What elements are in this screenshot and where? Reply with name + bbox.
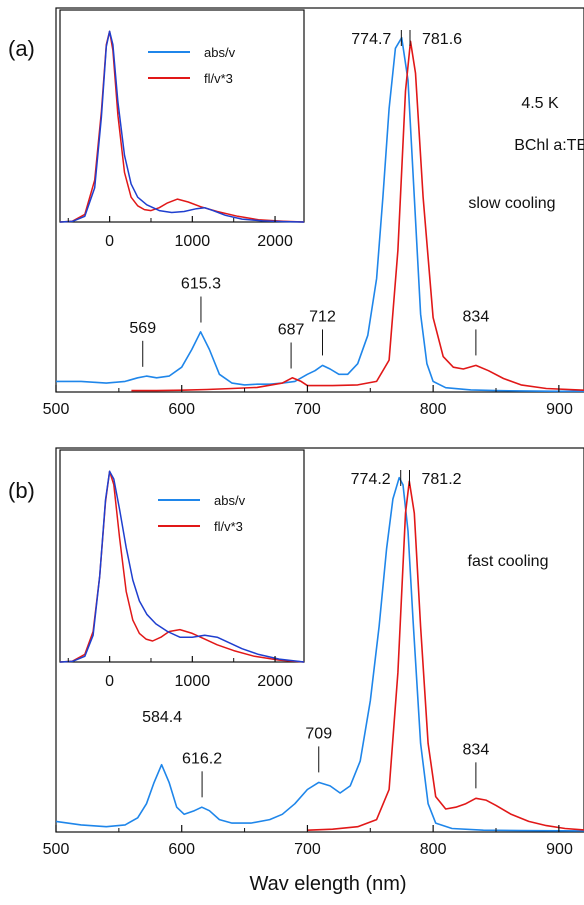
inset-line-abs <box>59 30 305 223</box>
legend: abs/v fl/v*3 <box>148 45 236 86</box>
series-line-fl <box>307 480 584 831</box>
peak-label: 781.6 <box>422 31 462 48</box>
x-axis-title: Wav elength (nm) <box>249 873 406 895</box>
annotation-sample: BChl a:TEA <box>514 137 584 154</box>
peak-label: 687 <box>278 321 305 338</box>
x-tick-label: 700 <box>294 401 321 418</box>
peak-label: 615.3 <box>181 276 221 293</box>
x-tick-label: 900 <box>546 401 573 418</box>
plot-frame <box>55 7 584 393</box>
legend-label: abs/v <box>214 493 246 508</box>
legend-label: fl/v*3 <box>204 71 233 86</box>
x-tick-label: 600 <box>168 841 195 858</box>
peak-label: 774.7 <box>351 31 391 48</box>
inset-x-tick-label: 2000 <box>257 673 293 690</box>
panel-b: 500 600 700 800 900 584.4 616.2 709 834 774.2 781.… <box>8 447 584 858</box>
x-tick-label: 500 <box>43 841 70 858</box>
x-tick-label: 800 <box>420 401 447 418</box>
peak-label: 709 <box>305 725 332 742</box>
peak-label: 834 <box>463 308 490 325</box>
inset-x-tick-label: 1000 <box>175 673 211 690</box>
x-tick-label: 500 <box>43 401 70 418</box>
x-tick-label: 800 <box>420 841 447 858</box>
inset-line-abs <box>59 470 305 663</box>
series-line-abs <box>55 476 584 832</box>
annotation-condition: fast cooling <box>468 553 549 570</box>
plot-frame <box>55 447 584 833</box>
panel-label: (a) <box>8 36 35 61</box>
inset-plot: 0 1000 2000 abs/v fl/v*3 <box>59 9 305 250</box>
annotation-condition: slow cooling <box>468 195 555 212</box>
panel-label: (b) <box>8 478 35 503</box>
legend: abs/v fl/v*3 <box>158 493 246 534</box>
peak-label: 712 <box>309 308 336 325</box>
peak-label: 774.2 <box>351 471 391 488</box>
peak-label: 569 <box>129 320 156 337</box>
series-line-abs <box>56 36 584 393</box>
peak-label: 781.2 <box>422 471 462 488</box>
annotation-temperature: 4.5 K <box>521 95 559 112</box>
inset-frame <box>59 9 305 223</box>
inset-plot: 0 1000 2000 abs/v fl/v*3 <box>59 449 305 690</box>
inset-x-tick-label: 0 <box>105 673 114 690</box>
inset-x-tick-label: 2000 <box>257 233 293 250</box>
peak-label: 616.2 <box>182 750 222 767</box>
peak-label: 834 <box>463 741 490 758</box>
peak-label: 584.4 <box>142 709 182 726</box>
inset-x-tick-label: 1000 <box>175 233 211 250</box>
inset-x-tick-label: 0 <box>105 233 114 250</box>
series-line-fl <box>131 40 584 392</box>
legend-label: fl/v*3 <box>214 519 243 534</box>
x-tick-label: 900 <box>546 841 573 858</box>
x-tick-label: 700 <box>294 841 321 858</box>
x-tick-label: 600 <box>168 401 195 418</box>
legend-label: abs/v <box>204 45 236 60</box>
